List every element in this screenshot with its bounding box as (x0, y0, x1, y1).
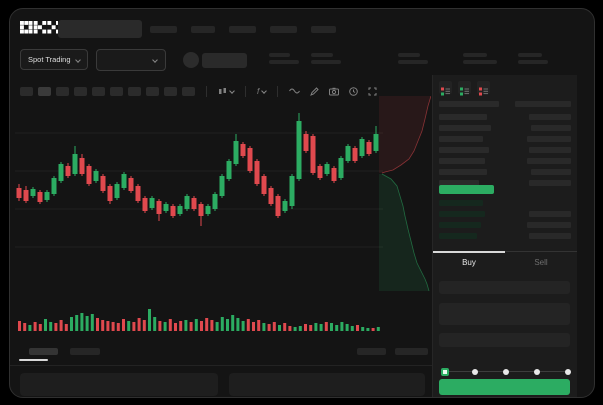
ask-row-5[interactable] (433, 169, 578, 175)
chevron-down-icon (152, 57, 158, 63)
depth-strip (379, 96, 431, 291)
pair-name-placeholder (202, 53, 247, 68)
timeframe-button-2[interactable] (56, 86, 69, 96)
timeframe-buttons (20, 86, 200, 96)
chevron-down-icon (261, 88, 268, 94)
bottom-action-1[interactable] (357, 348, 386, 355)
trade-tabs: Buy Sell (433, 251, 577, 272)
indicators-button[interactable]: f (257, 86, 268, 96)
candlestick-chart[interactable] (15, 101, 383, 291)
clock-icon (349, 86, 359, 96)
active-tab-underline (19, 359, 48, 361)
amount-slider[interactable] (441, 367, 571, 377)
app-window: Spot Trading f (9, 8, 595, 398)
slider-stop-4[interactable] (565, 369, 571, 375)
orderbook-view-toggles (439, 81, 490, 96)
bottom-tab-0[interactable] (29, 348, 58, 355)
timeframe-button-0[interactable] (20, 86, 33, 96)
chart-toolbar: f (20, 83, 432, 99)
timeframe-button-4[interactable] (92, 86, 105, 96)
bottom-action-0[interactable] (395, 348, 428, 355)
fullscreen-icon (368, 87, 377, 95)
timeframe-button-8[interactable] (164, 86, 177, 96)
ticker-stat-0 (269, 53, 299, 67)
ticker-stat-2 (398, 53, 428, 67)
amount-field[interactable] (439, 303, 570, 325)
positions-panel[interactable] (229, 373, 425, 396)
snapshot-tool[interactable] (329, 87, 340, 96)
slider-handle[interactable] (441, 368, 449, 376)
pair-dropdown[interactable] (96, 49, 166, 71)
ticker-stat-1 (311, 53, 341, 67)
ask-row-1[interactable] (433, 125, 578, 131)
wave-line-tool[interactable] (289, 87, 301, 95)
timeframe-button-9[interactable] (182, 86, 195, 96)
nav-item-0[interactable] (150, 26, 177, 33)
timeframe-button-5[interactable] (110, 86, 123, 96)
timeframe-button-3[interactable] (74, 86, 87, 96)
nav-menu (150, 26, 336, 33)
draw-tool[interactable] (310, 86, 319, 96)
top-nav (10, 19, 594, 41)
bid-row-3[interactable] (433, 233, 578, 239)
slider-stop-1[interactable] (472, 369, 478, 375)
bottom-tab-1[interactable] (70, 348, 100, 355)
bottom-tabs (20, 346, 432, 360)
timeframe-button-7[interactable] (146, 86, 159, 96)
bid-row-1[interactable] (433, 211, 578, 217)
tab-sell[interactable]: Sell (534, 257, 548, 267)
slider-stop-3[interactable] (534, 369, 540, 375)
camera-icon (329, 87, 340, 95)
book-asks-icon[interactable] (477, 81, 490, 96)
nav-item-3[interactable] (270, 26, 297, 33)
spot-trading-selector[interactable]: Spot Trading (20, 49, 88, 70)
search-input[interactable] (58, 20, 142, 38)
book-bids-icon[interactable] (458, 81, 471, 96)
tab-buy[interactable]: Buy (433, 251, 505, 272)
nav-item-1[interactable] (191, 26, 215, 33)
ask-row-3[interactable] (433, 147, 578, 153)
chart-type-icon (219, 87, 226, 94)
bid-row-2[interactable] (433, 222, 578, 228)
indicators-icon: f (257, 86, 260, 96)
history-tool[interactable] (349, 86, 359, 96)
pencil-icon (310, 86, 319, 96)
ask-row-2[interactable] (433, 136, 578, 142)
last-price-bar[interactable] (439, 185, 494, 194)
fullscreen-button[interactable] (368, 87, 377, 96)
nav-item-2[interactable] (229, 26, 256, 33)
ask-row-4[interactable] (433, 158, 578, 164)
ticker-stat-3 (463, 53, 497, 67)
buy-submit-button[interactable] (439, 379, 570, 395)
chart-type-button[interactable] (218, 87, 235, 96)
spot-trading-label: Spot Trading (28, 55, 71, 64)
timeframe-button-6[interactable] (128, 86, 141, 96)
ticker-stat-4 (518, 53, 548, 67)
chevron-down-icon (74, 56, 81, 63)
volume-bars (18, 309, 380, 331)
nav-item-4[interactable] (311, 26, 336, 33)
order-book-panel: Buy Sell (432, 75, 578, 397)
bid-row-0[interactable] (433, 200, 578, 206)
slider-stop-2[interactable] (503, 369, 509, 375)
wave-line-icon (289, 88, 301, 94)
okx-logo-icon[interactable] (20, 21, 58, 35)
book-combined-icon[interactable] (439, 81, 452, 96)
timeframe-button-1[interactable] (38, 86, 51, 96)
ask-row-6[interactable] (433, 180, 578, 186)
orderbook-header[interactable] (433, 101, 578, 107)
market-bar: Spot Trading (10, 49, 594, 75)
ask-row-0[interactable] (433, 114, 578, 120)
orders-panel[interactable] (20, 373, 218, 396)
chart-area[interactable] (10, 96, 432, 397)
total-field[interactable] (439, 333, 570, 347)
price-field[interactable] (439, 281, 570, 294)
coin-icon[interactable] (183, 52, 199, 68)
chevron-down-icon (229, 88, 235, 94)
